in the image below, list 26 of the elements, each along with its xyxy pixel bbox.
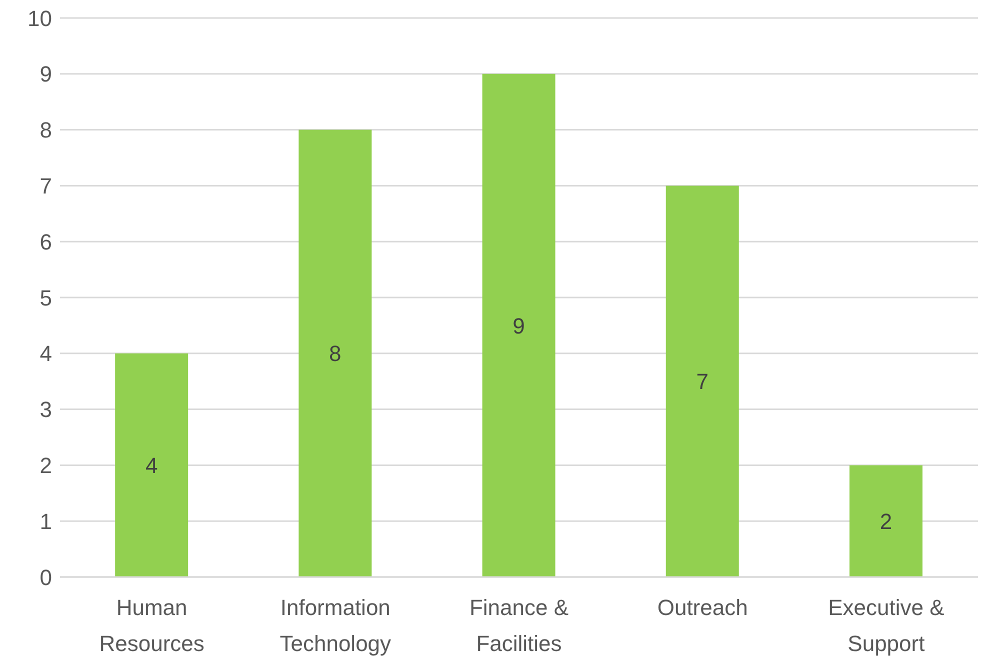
y-tick-label: 0: [40, 564, 52, 590]
y-tick-label: 9: [40, 62, 52, 87]
x-tick-label: Information Technology: [280, 595, 392, 656]
y-tick-label: 8: [40, 118, 52, 143]
x-tick-label: Executive & Support: [828, 595, 945, 656]
data-label: 4: [145, 453, 158, 478]
x-tick-label: Finance & Facilities: [469, 595, 569, 656]
bar: [666, 186, 739, 577]
bar: [298, 130, 372, 577]
y-tick-label: 5: [40, 285, 52, 310]
y-tick-label: 1: [40, 508, 52, 534]
bar: [849, 465, 922, 577]
y-tick-label: 7: [40, 174, 52, 199]
data-label: 9: [512, 313, 525, 338]
bar: [482, 74, 556, 577]
y-tick-label: 6: [40, 229, 52, 254]
data-label: 7: [696, 369, 709, 394]
x-tick-label: Outreach: [657, 595, 748, 620]
y-tick-label: 10: [28, 6, 52, 31]
bar: [115, 353, 188, 577]
y-tick-label: 2: [40, 453, 52, 478]
data-label: 2: [880, 508, 892, 534]
x-tick-label: Human Resources: [99, 595, 204, 656]
y-tick-label: 4: [40, 341, 52, 366]
data-label: 8: [329, 341, 342, 366]
y-tick-label: 3: [40, 397, 52, 422]
